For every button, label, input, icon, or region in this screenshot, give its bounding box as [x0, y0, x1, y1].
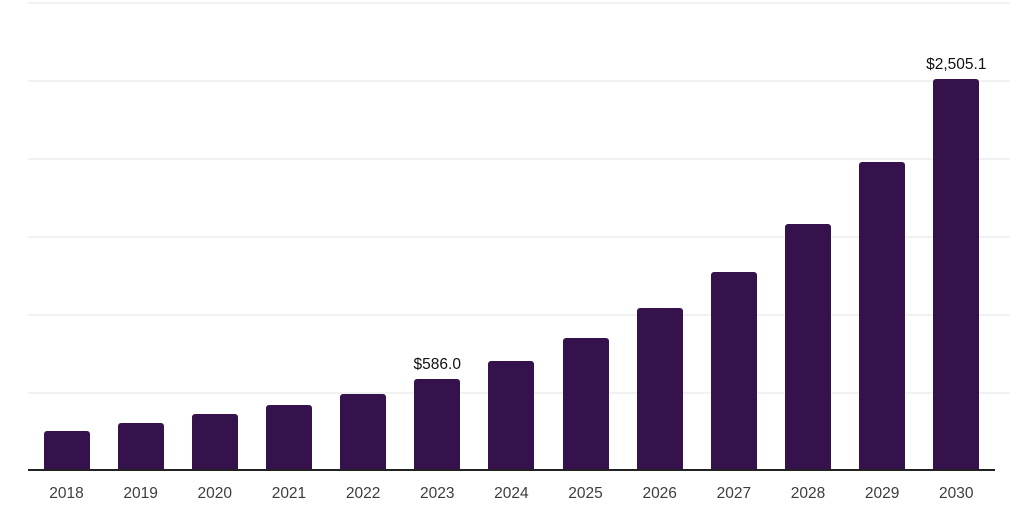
bar-2025[interactable] — [562, 337, 609, 470]
bar-2029[interactable] — [859, 161, 906, 470]
x-tick-label-2020: 2020 — [197, 485, 233, 502]
bar-2018[interactable] — [43, 431, 90, 470]
gridline — [28, 2, 1010, 4]
x-tick-label-2022: 2022 — [345, 485, 381, 502]
bar-2024[interactable] — [488, 360, 535, 470]
bar-2021[interactable] — [265, 405, 312, 470]
bar-2027[interactable] — [710, 272, 757, 470]
x-tick-label-2024: 2024 — [494, 485, 529, 502]
x-axis-line — [28, 469, 995, 471]
bar-value-label-2023: $586.0 — [413, 355, 461, 373]
bar-2022[interactable] — [340, 393, 387, 470]
bar-value-label-2030: $2,505.1 — [926, 56, 987, 74]
bar-2028[interactable] — [785, 223, 831, 470]
bar-2019[interactable] — [117, 423, 164, 470]
x-tick-label-2019: 2019 — [123, 485, 158, 502]
gridline — [28, 158, 1010, 160]
bar-2030[interactable] — [933, 79, 980, 470]
gridline — [28, 80, 1010, 82]
x-tick-label-2028: 2028 — [790, 485, 826, 502]
x-tick-label-2023: 2023 — [420, 485, 455, 502]
bar-2020[interactable] — [191, 414, 238, 470]
bar-2023[interactable] — [414, 378, 461, 470]
x-tick-label-2026: 2026 — [642, 485, 677, 502]
x-tick-label-2030: 2030 — [939, 485, 974, 502]
x-tick-label-2021: 2021 — [271, 485, 307, 502]
x-tick-label-2018: 2018 — [49, 485, 84, 502]
x-tick-label-2029: 2029 — [864, 485, 900, 502]
gridline — [28, 314, 1010, 316]
bar-2026[interactable] — [636, 308, 683, 470]
gridline — [28, 236, 1010, 238]
x-tick-label-2027: 2027 — [716, 485, 752, 502]
x-tick-label-2025: 2025 — [568, 485, 603, 502]
